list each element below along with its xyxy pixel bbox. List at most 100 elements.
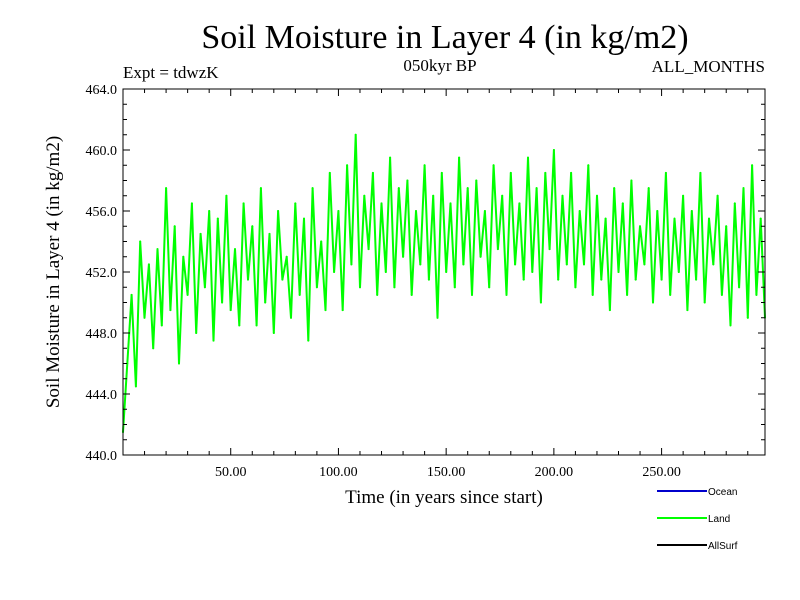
data-point bbox=[505, 293, 508, 296]
data-point bbox=[186, 293, 189, 296]
data-point bbox=[570, 171, 573, 174]
data-point bbox=[152, 347, 155, 350]
data-point bbox=[212, 339, 215, 342]
data-point bbox=[677, 271, 680, 273]
data-point bbox=[440, 171, 443, 174]
data-point bbox=[402, 255, 405, 258]
subtitle-center: 050kyr BP bbox=[403, 56, 476, 75]
x-tick-label: 150.00 bbox=[427, 465, 466, 480]
data-point bbox=[690, 210, 693, 212]
x-tick-label: 50.00 bbox=[215, 465, 247, 480]
data-point bbox=[173, 225, 176, 228]
x-tick-label: 200.00 bbox=[535, 465, 574, 480]
data-point bbox=[626, 293, 629, 296]
data-point bbox=[199, 232, 202, 235]
x-tick-label: 250.00 bbox=[642, 465, 681, 480]
y-tick-label: 440.0 bbox=[86, 449, 118, 464]
data-point bbox=[708, 217, 710, 220]
data-point bbox=[423, 164, 426, 167]
data-point bbox=[130, 293, 133, 296]
data-point bbox=[535, 187, 538, 190]
data-point bbox=[238, 324, 241, 327]
data-point bbox=[324, 309, 327, 312]
data-point bbox=[449, 202, 452, 205]
data-point bbox=[320, 240, 323, 243]
data-point bbox=[522, 278, 525, 281]
data-point bbox=[561, 194, 564, 197]
data-point bbox=[738, 286, 741, 289]
subtitle-left: Expt = tdwzK bbox=[123, 63, 219, 82]
y-tick-label: 448.0 bbox=[86, 327, 118, 342]
data-point bbox=[427, 278, 430, 281]
data-point bbox=[328, 171, 331, 174]
data-point bbox=[509, 171, 512, 174]
data-point bbox=[514, 263, 517, 266]
y-tick-label: 464.0 bbox=[86, 83, 118, 98]
data-point bbox=[311, 187, 314, 190]
data-point bbox=[583, 263, 585, 266]
y-tick-label: 452.0 bbox=[86, 266, 118, 281]
data-point bbox=[600, 278, 603, 281]
data-point bbox=[298, 293, 301, 296]
data-point bbox=[755, 293, 758, 296]
data-point bbox=[268, 232, 271, 235]
legend-label-allsurf: AllSurf bbox=[708, 541, 738, 552]
legend-label-land: Land bbox=[708, 514, 730, 525]
data-point bbox=[165, 187, 168, 190]
data-point bbox=[182, 255, 185, 258]
data-point bbox=[303, 217, 305, 220]
data-point bbox=[178, 362, 180, 365]
data-point bbox=[630, 179, 633, 182]
data-point bbox=[264, 301, 267, 304]
y-tick-label: 456.0 bbox=[86, 205, 118, 220]
data-point bbox=[596, 194, 598, 197]
data-point bbox=[716, 194, 719, 197]
data-point bbox=[656, 210, 659, 212]
data-point bbox=[354, 133, 357, 136]
data-point bbox=[518, 202, 521, 205]
data-point bbox=[216, 217, 219, 220]
data-point bbox=[333, 271, 336, 273]
data-point bbox=[531, 271, 534, 273]
data-point bbox=[436, 316, 439, 319]
data-point bbox=[751, 164, 754, 167]
series-line-land bbox=[122, 133, 766, 433]
data-point bbox=[669, 293, 672, 296]
data-point bbox=[139, 240, 142, 243]
data-point bbox=[350, 263, 353, 266]
data-point bbox=[496, 248, 499, 251]
data-point bbox=[380, 202, 383, 205]
data-point bbox=[406, 179, 409, 182]
data-point bbox=[376, 293, 379, 296]
data-point bbox=[539, 301, 542, 304]
data-point bbox=[195, 332, 198, 334]
data-point bbox=[587, 164, 590, 167]
data-point bbox=[557, 278, 560, 281]
data-point bbox=[604, 217, 607, 220]
data-point bbox=[147, 263, 150, 266]
data-point bbox=[341, 309, 344, 312]
data-point bbox=[462, 263, 465, 266]
data-point bbox=[445, 271, 448, 273]
data-point bbox=[389, 156, 392, 159]
data-point bbox=[307, 339, 310, 342]
data-point bbox=[337, 210, 340, 212]
data-point bbox=[272, 332, 275, 334]
data-point bbox=[643, 263, 646, 266]
data-point bbox=[608, 309, 611, 312]
data-point bbox=[621, 202, 624, 205]
data-point bbox=[720, 293, 723, 296]
data-point bbox=[393, 286, 396, 289]
data-point bbox=[565, 263, 568, 266]
legend: Ocean Land AllSurf bbox=[657, 487, 738, 552]
data-point bbox=[712, 263, 715, 266]
data-point bbox=[242, 202, 245, 205]
data-point bbox=[591, 293, 594, 296]
data-point bbox=[315, 286, 318, 289]
data-point bbox=[143, 316, 146, 319]
data-point bbox=[203, 286, 206, 289]
plot-area bbox=[122, 133, 766, 434]
data-point bbox=[617, 271, 620, 273]
data-point bbox=[742, 187, 745, 190]
data-point bbox=[703, 301, 706, 304]
